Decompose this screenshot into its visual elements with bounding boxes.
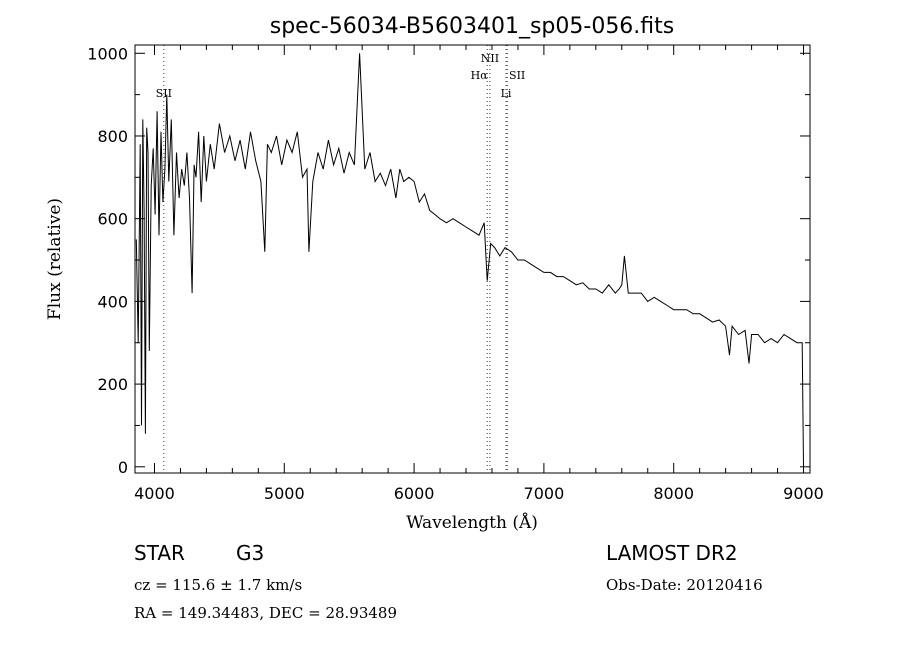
x-tick-label: 8000 — [653, 484, 694, 503]
survey-name: LAMOST DR2 — [606, 541, 738, 565]
y-tick-label: 0 — [118, 458, 128, 477]
axis-ticks: 4000 5000 6000 7000 8000 9000 0 200 400 600 800 100… — [87, 44, 824, 503]
subclass: G3 — [236, 541, 265, 565]
marker-lines: SII NII Hα SII Li — [156, 45, 525, 473]
series-layer — [135, 53, 804, 467]
x-tick-label: 6000 — [394, 484, 435, 503]
y-tick-label: 800 — [97, 127, 128, 146]
x-tick-label: 5000 — [264, 484, 305, 503]
marker-label: SII — [509, 69, 525, 82]
x-tick-label: 9000 — [783, 484, 824, 503]
y-tick-label: 400 — [97, 292, 128, 311]
y-tick-label: 600 — [97, 210, 128, 229]
marker-label: SII — [156, 87, 172, 100]
marker-label: Li — [501, 87, 512, 100]
object-type: STAR — [134, 541, 185, 565]
marker-label: Hα — [471, 69, 489, 82]
x-tick-label: 7000 — [524, 484, 565, 503]
marker-label: NII — [481, 52, 499, 65]
x-axis-label: Wavelength (Å) — [406, 512, 538, 533]
y-tick-label: 1000 — [87, 44, 128, 63]
coordinates: RA = 149.34483, DEC = 28.93489 — [134, 604, 398, 622]
redshift-text: cz = 115.6 ± 1.7 km/s — [134, 576, 303, 594]
plot-frame — [134, 44, 811, 474]
y-axis-label: Flux (relative) — [45, 198, 65, 320]
spectrum-line — [135, 53, 804, 467]
x-tick-label: 4000 — [134, 484, 175, 503]
chart-title: spec-56034-B5603401_sp05-056.fits — [270, 14, 675, 39]
y-tick-label: 200 — [97, 375, 128, 394]
obs-date: Obs-Date: 20120416 — [606, 576, 763, 594]
